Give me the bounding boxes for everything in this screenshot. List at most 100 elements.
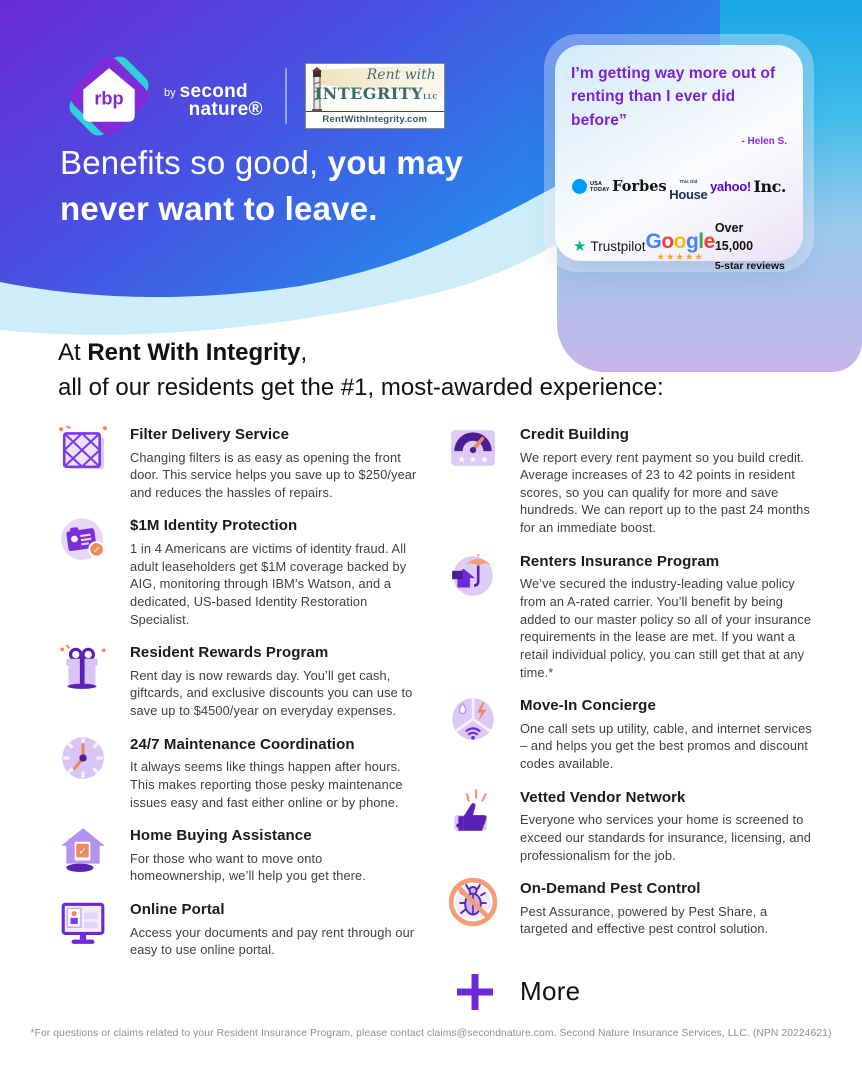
quote-line-1: I’m getting way more out of [571, 65, 776, 82]
benefit-desc: Pest Assurance, powered by Pest Share, a… [520, 903, 769, 937]
rwi-logo-top: Rent with INTEGRITYLLC [306, 64, 444, 112]
quote-card-glass: I’m getting way more out of renting than… [544, 34, 814, 272]
benefit-desc: Rent day is now rewards day. You’ll get … [130, 667, 413, 719]
benefit-credit-building: ★ ★ ★ Credit Building We report every re… [448, 423, 818, 537]
quote-card: I’m getting way more out of renting than… [555, 45, 803, 272]
benefit-text: $1M Identity Protection 1 in 4 Americans… [130, 514, 418, 628]
second-label: second [179, 80, 248, 102]
google-letter: l [698, 229, 704, 253]
trustpilot-logo: ★ Trustpilot [573, 237, 645, 255]
benefit-resident-rewards: Resident Rewards Program Rent day is now… [58, 641, 418, 719]
benefit-desc: One call sets up utility, cable, and int… [520, 720, 812, 772]
headline-bold-2: never want to leave. [60, 189, 378, 227]
benefit-title: On-Demand Pest Control [520, 880, 701, 898]
svg-text:✓: ✓ [93, 546, 101, 557]
rent-with-integrity-logo: Rent with INTEGRITYLLC RentWithIntegrity… [304, 63, 445, 129]
benefit-desc: We’ve secured the industry-leading value… [520, 576, 812, 680]
footnote: *For questions or claims related to your… [30, 1028, 832, 1039]
benefit-maintenance: 24/7 Maintenance Coordination It always … [58, 733, 418, 811]
svg-text:★: ★ [469, 455, 477, 466]
benefit-text: Credit Building We report every rent pay… [520, 423, 818, 537]
this-old-house-logo: This Old House [669, 171, 708, 203]
integrity-text: INTEGRITY [314, 84, 424, 103]
umbrella-house-icon [452, 553, 493, 596]
benefit-text: Move-In Concierge One call sets up utili… [520, 694, 818, 772]
benefit-text: 24/7 Maintenance Coordination It always … [130, 733, 418, 811]
headline-regular: Benefits so good, [60, 144, 328, 181]
usa-today-logo: USA TODAY [572, 179, 610, 195]
svg-text:★: ★ [457, 455, 465, 466]
review-count-line-1: Over 15,000 [714, 220, 754, 254]
google-letter: o [673, 229, 687, 253]
section-title: At Rent With Integrity, all of our resid… [58, 336, 664, 406]
benefit-desc: For those who want to move onto homeowne… [130, 850, 366, 884]
svg-text:★: ★ [480, 455, 488, 466]
intro-comma: , [300, 339, 308, 366]
benefit-title: $1M Identity Protection [130, 517, 298, 535]
review-count: Over 15,000 5-star reviews [715, 219, 785, 274]
google-letter: o [661, 229, 674, 253]
utilities-icon [452, 698, 494, 741]
id-card-icon: ✓ [61, 518, 105, 561]
benefit-move-in-concierge: Move-In Concierge One call sets up utili… [448, 694, 818, 772]
benefit-title: Filter Delivery Service [130, 426, 290, 443]
intro-prefix: At [58, 339, 88, 366]
google-wordmark: Google [645, 229, 716, 253]
house-icon: ✓ [61, 828, 105, 873]
thumbs-up-icon [454, 788, 487, 831]
benefit-desc: Changing filters is as easy as opening t… [130, 449, 417, 500]
review-count-line-2: 5-star reviews [714, 259, 785, 272]
this-old-label: This Old [679, 178, 698, 184]
quote-attribution: - Helen S. [741, 135, 787, 147]
gift-icon [60, 644, 106, 690]
more-row: More [456, 973, 818, 1011]
google-logo: Google ★★★★★ [645, 229, 716, 263]
llc-label: LLC [423, 94, 438, 101]
google-stars-icon: ★★★★★ [656, 251, 704, 263]
benefit-pest-control: On-Demand Pest Control Pest Assurance, p… [448, 877, 818, 938]
benefit-vetted-vendors: Vetted Vendor Network Everyone who servi… [448, 786, 818, 864]
benefit-title: 24/7 Maintenance Coordination [130, 735, 355, 753]
second-nature-label: second nature® [179, 80, 263, 119]
house-label: House [669, 186, 708, 202]
intro-line-2: all of our residents get the #1, most-aw… [58, 373, 664, 401]
trustpilot-label: Trustpilot [590, 238, 646, 254]
rwi-url-link[interactable]: RentWithIntegrity.com [305, 111, 444, 128]
benefit-desc: It always seems like things happen after… [130, 759, 403, 810]
forbes-logo: Forbes [612, 178, 667, 196]
lighthouse-icon [311, 67, 322, 112]
google-letter: e [703, 229, 716, 253]
by-label: by [164, 86, 176, 99]
benefit-online-portal: Online Portal Access your documents and … [58, 898, 418, 959]
benefit-text: Resident Rewards Program Rent day is now… [130, 641, 418, 719]
benefit-text: Home Buying Assistance For those who wan… [130, 824, 418, 885]
benefit-title: Online Portal [130, 901, 225, 918]
svg-text:rbp: rbp [94, 89, 123, 109]
today-label: TODAY [590, 186, 610, 193]
google-letter: g [685, 229, 699, 253]
testimonial-quote: I’m getting way more out of renting than… [571, 62, 787, 132]
svg-text:✓: ✓ [78, 846, 87, 858]
benefit-desc: 1 in 4 Americans are victims of identity… [130, 540, 407, 627]
benefits-column-left: Filter Delivery Service Changing filters… [58, 423, 418, 972]
benefit-title: Credit Building [520, 426, 629, 443]
benefit-text: Vetted Vendor Network Everyone who servi… [520, 786, 818, 864]
usa-today-circle-icon [572, 179, 587, 195]
plus-icon [457, 973, 493, 1010]
clock-icon [62, 736, 104, 779]
intro-brand-bold: Rent With Integrity [87, 339, 301, 366]
benefit-title: Resident Rewards Program [130, 644, 329, 662]
media-logos-row: USA TODAY Forbes This Old House yahoo! I… [571, 171, 787, 203]
benefit-renters-insurance: Renters Insurance Program We’ve secured … [448, 550, 818, 681]
benefit-filter-delivery: Filter Delivery Service Changing filters… [58, 423, 418, 501]
hero-headline: Benefits so good, you may never want to … [60, 140, 463, 231]
trustpilot-star-icon: ★ [573, 237, 587, 256]
gauge-icon: ★ ★ ★ [451, 430, 495, 466]
rbp-logo-icon: rbp [69, 56, 149, 136]
benefit-desc: We report every rent payment so you buil… [520, 449, 810, 536]
second-nature-wordmark: by second nature® [164, 73, 263, 119]
monitor-icon [61, 902, 105, 944]
benefit-text: Renters Insurance Program We’ve secured … [520, 550, 818, 681]
benefit-title: Move-In Concierge [520, 697, 656, 715]
